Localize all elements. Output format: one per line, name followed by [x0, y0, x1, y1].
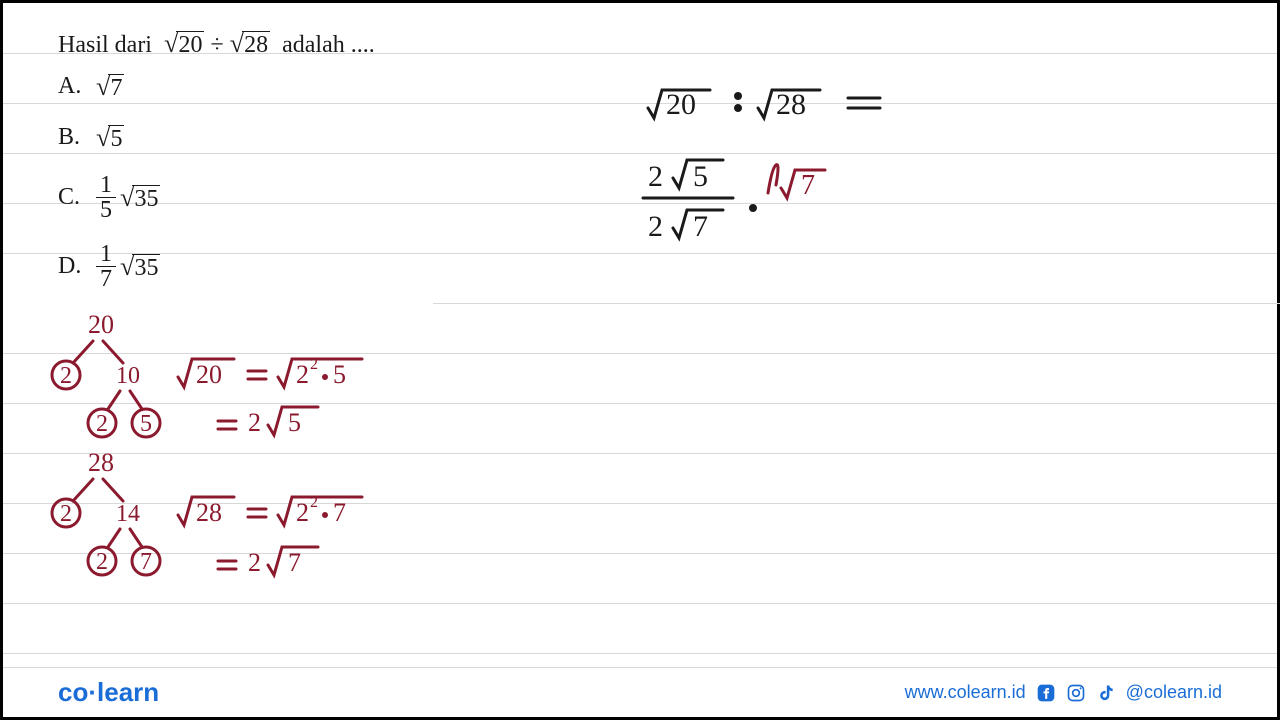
svg-text:20: 20: [88, 313, 114, 339]
instagram-icon: [1066, 683, 1086, 703]
svg-text:2: 2: [310, 356, 318, 373]
svg-text:2: 2: [296, 360, 309, 389]
question-prefix: Hasil dari: [58, 32, 152, 58]
svg-text:7: 7: [288, 548, 301, 577]
red-mult-fragment: 7: [763, 158, 843, 208]
svg-text:7: 7: [333, 498, 346, 527]
footer: co·learn www.colearn.id @colearn.id: [3, 667, 1277, 717]
svg-text:2: 2: [648, 210, 663, 243]
svg-text:2: 2: [296, 498, 309, 527]
svg-text:10: 10: [116, 363, 140, 389]
choice-d: D. 17 √35: [58, 242, 1222, 291]
svg-text:2: 2: [248, 408, 261, 437]
question-suffix: adalah ....: [282, 32, 375, 58]
svg-text:28: 28: [776, 88, 806, 121]
tiktok-icon: [1096, 683, 1116, 703]
svg-text:2: 2: [96, 549, 108, 575]
svg-text:20: 20: [666, 88, 696, 121]
svg-text:7: 7: [140, 549, 152, 575]
svg-text:5: 5: [693, 160, 708, 193]
svg-text:2: 2: [60, 363, 72, 389]
divide-op: ÷: [210, 32, 223, 58]
svg-text:2: 2: [60, 501, 72, 527]
footer-handle: @colearn.id: [1126, 682, 1222, 703]
svg-text:14: 14: [116, 501, 140, 527]
svg-text:7: 7: [693, 210, 708, 243]
svg-text:28: 28: [196, 498, 222, 527]
svg-text:5: 5: [140, 411, 152, 437]
svg-text:2: 2: [310, 494, 318, 511]
red-working: 20 2 10 2 5 20 2 2 5 2 5 28 2 14 2 7: [38, 313, 408, 603]
question-text: Hasil dari √20 ÷ √28 adalah ....: [58, 28, 1222, 59]
svg-text:2: 2: [96, 411, 108, 437]
sqrt-28: √28: [230, 28, 270, 59]
sqrt-20: √20: [164, 28, 204, 59]
footer-right: www.colearn.id @colearn.id: [905, 682, 1222, 703]
svg-text:28: 28: [88, 448, 114, 477]
footer-url: www.colearn.id: [905, 682, 1026, 703]
facebook-icon: [1036, 683, 1056, 703]
svg-text:2: 2: [248, 548, 261, 577]
svg-text:7: 7: [801, 170, 815, 201]
svg-text:20: 20: [196, 360, 222, 389]
svg-text:2: 2: [648, 160, 663, 193]
svg-text:5: 5: [333, 360, 346, 389]
brand-logo: co·learn: [58, 677, 159, 708]
svg-text:5: 5: [288, 408, 301, 437]
